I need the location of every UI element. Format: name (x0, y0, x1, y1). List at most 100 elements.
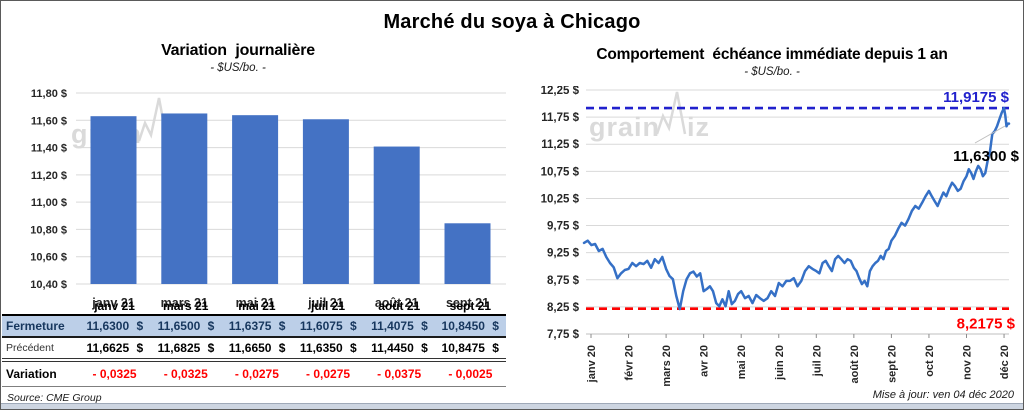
last-value-label: 11,6300 $ (953, 148, 1020, 165)
x-axis-month-label: févr 20 (624, 345, 636, 380)
row-fermeture: Fermeture 11,6300 $11,6500 $11,6375 $11,6075… (2, 314, 506, 338)
y-axis-tick-label: 11,25 $ (541, 139, 579, 151)
table-value-cell: 11,6350 $ (292, 341, 363, 355)
value-number: 11,6375 (228, 319, 272, 333)
bar-sept 21 (444, 223, 491, 284)
table-month-header: août 21 (378, 298, 421, 313)
table-month-header: janv 21 (94, 298, 135, 313)
y-axis-tick-label: 10,25 $ (541, 193, 580, 205)
value-number: 11,6625 (86, 341, 130, 355)
row-label: Fermeture (6, 319, 65, 333)
currency-symbol: $ (278, 319, 286, 333)
x-axis-category-label: janv 21 (91, 296, 134, 310)
bar-mars 21 (161, 113, 208, 284)
currency-symbol: $ (421, 341, 428, 355)
line-chart-subtitle: - $US/bo. - (744, 66, 800, 78)
bar-janv 21 (90, 116, 137, 284)
table-variation-cell: - 0,0375 (377, 367, 422, 381)
x-axis-category-label: juil 21 (307, 296, 343, 310)
x-axis-month-label: nov 20 (962, 345, 974, 380)
row-variation: Variation - 0,0325 - 0,0325 - 0,0275 - 0,027… (2, 362, 506, 387)
y-axis-tick-label: 10,40 $ (30, 279, 67, 291)
table-value-cell: 11,4075 $ (364, 319, 435, 333)
currency-symbol: $ (278, 341, 286, 355)
table-month-header: juil 21 (311, 298, 346, 313)
table-value-cell: 11,6650 $ (221, 341, 292, 355)
table-value-cell: 10,8475 $ (435, 341, 506, 355)
front-month-line-chart: 12,25 $ 11,75 $ 11,25 $ 10,75 $ 10,25 $ 9,75 … (541, 86, 1020, 387)
currency-symbol: $ (136, 319, 144, 333)
y-axis-tick-label: 11,75 $ (541, 112, 579, 124)
currency-symbol: $ (421, 319, 428, 333)
currency-symbol: $ (492, 341, 499, 355)
y-axis-tick-label: 11,40 $ (31, 143, 67, 155)
currency-symbol: $ (207, 319, 215, 333)
x-axis-month-label: avr 20 (699, 345, 711, 377)
table-variation-cell: - 0,0025 (448, 367, 493, 381)
table-month-header: mars 21 (163, 298, 209, 313)
bar-series (90, 113, 491, 284)
value-number: 11,6825 (157, 341, 201, 355)
table-variation-cell: - 0,0275 (306, 367, 351, 381)
bar-gridlines (76, 92, 506, 285)
watermark-text: grain (589, 112, 660, 142)
x-axis-category-label: mars 21 (161, 296, 208, 310)
table-variation-cell: - 0,0325 (163, 367, 208, 381)
bar-chart-title: Variation journalière (161, 42, 315, 59)
bar-chart-header: Variation journalière - $US/bo. - (1, 42, 475, 74)
currency-symbol: $ (349, 319, 357, 333)
currency-symbol: $ (136, 341, 144, 355)
x-axis-category-label: mai 21 (236, 296, 275, 310)
update-note: Mise à jour: ven 04 déc 2020 (872, 389, 1014, 401)
source-note: Source: CME Group (7, 392, 102, 404)
table-month-header: mai 21 (238, 298, 276, 313)
y-axis-tick-label: 11,00 $ (31, 197, 67, 209)
x-axis-month-label: déc 20 (999, 345, 1011, 379)
y-axis-tick-label: 10,80 $ (30, 224, 67, 236)
value-number: 11,4450 (371, 341, 414, 355)
bar-juil 21 (302, 119, 349, 284)
table-value-cell: 11,6375 $ (221, 319, 292, 333)
x-axis-month-label: juin 20 (774, 345, 786, 381)
y-axis-tick-label: 9,75 $ (547, 221, 580, 233)
x-axis-month-label: mars 20 (661, 345, 673, 387)
table-header-row: janv 21 mars 21 mai 21 juil 21 août 21 sept 2… (2, 297, 506, 314)
table-value-cell: 11,6825 $ (150, 341, 221, 355)
value-number: 11,6300 (86, 319, 130, 333)
daily-variation-bar-chart: 11,80 $ 11,60 $ 11,40 $ 11,20 $ 11,00 $ 10,80… (30, 88, 506, 310)
y-axis-tick-label: 9,25 $ (547, 248, 580, 260)
value-number: 10,8450 (441, 319, 485, 333)
y-axis-tick-label: 12,25 $ (541, 86, 580, 97)
table-variation-cell: - 0,0325 (92, 367, 137, 381)
watermark-zigzag-icon (137, 97, 169, 142)
value-number: 11,4075 (371, 319, 414, 333)
table-value-cell: 11,6625 $ (79, 341, 150, 355)
bar-mai 21 (232, 115, 279, 284)
watermark-zigzag-icon (655, 91, 687, 135)
value-number: 11,6500 (157, 319, 201, 333)
currency-symbol: $ (207, 341, 215, 355)
line-chart-title: Comportement échéance immédiate depuis 1… (596, 46, 948, 63)
row-precedent: Précédent 11,6625 $11,6825 $11,6650 $11,6350… (2, 338, 506, 362)
x-axis-category-label: sept 21 (446, 296, 489, 310)
bar-août 21 (373, 146, 420, 284)
page-title: Marché du soya à Chicago (383, 11, 641, 33)
x-axis-month-label: août 20 (849, 345, 861, 384)
y-axis-tick-label: 11,20 $ (31, 170, 67, 182)
y-axis-tick-label: 10,60 $ (30, 252, 67, 264)
bar-chart-subtitle: - $US/bo. - (210, 62, 266, 74)
x-axis-month-label: mai 20 (736, 345, 748, 379)
x-axis-category-label: août 21 (375, 296, 419, 310)
price-series-line (582, 106, 1011, 311)
x-axis-month-label: juil 20 (811, 345, 823, 377)
row-label: Précédent (6, 342, 54, 354)
table-value-cell: 11,6075 $ (292, 319, 363, 333)
value-number: 11,6650 (228, 341, 272, 355)
y-axis-tick-label: 10,75 $ (541, 166, 580, 178)
x-axis-month-label: sept 20 (886, 345, 898, 383)
x-axis-month-label: oct 20 (924, 345, 936, 377)
bottom-strip (1, 403, 1023, 409)
value-number: 11,6350 (299, 341, 343, 355)
